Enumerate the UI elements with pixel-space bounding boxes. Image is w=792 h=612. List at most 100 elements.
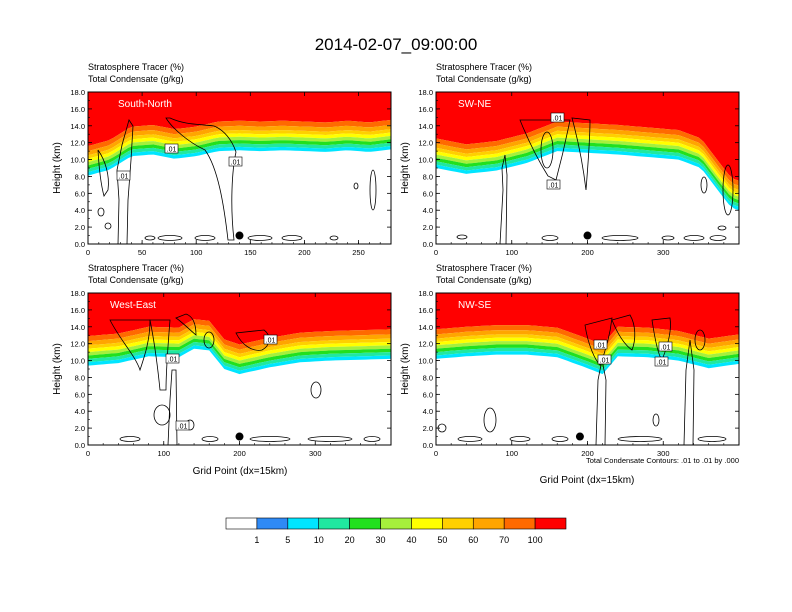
condensate-contour xyxy=(149,319,171,391)
panel-title-line-1: Stratosphere Tracer (%) xyxy=(436,62,532,72)
tracer-band xyxy=(88,132,391,163)
colorbar-label: 30 xyxy=(376,535,386,545)
colorbar-label: 20 xyxy=(345,535,355,545)
condensate-contour xyxy=(307,436,353,442)
tracer-band xyxy=(436,141,739,204)
colorbar: 1 5 10 20 30 40 50 60 70 100 xyxy=(225,517,567,545)
colorbar-box xyxy=(318,517,350,530)
x-tick-label: 100 xyxy=(190,248,203,257)
condensate-contour xyxy=(456,234,468,240)
contour-label-group: .01 .01 .01 xyxy=(165,334,278,431)
tracer-band xyxy=(88,335,391,364)
x-tick-label: 50 xyxy=(138,248,146,257)
contour-label: .01 xyxy=(178,424,188,431)
colorbar-box xyxy=(534,517,567,530)
condensate-contour xyxy=(584,317,613,366)
tracer-band xyxy=(88,119,391,152)
condensate-contour xyxy=(617,436,663,442)
tracer-band xyxy=(436,325,739,350)
x-tick-label: 100 xyxy=(505,449,518,458)
colorbar-label: 40 xyxy=(406,535,416,545)
colorbar-box xyxy=(442,517,474,530)
condensate-contour xyxy=(700,176,708,194)
tracer-band xyxy=(88,319,391,350)
condensate-contour xyxy=(153,404,171,426)
condensate-contours xyxy=(109,313,381,445)
contour-label: .01 xyxy=(266,338,276,345)
tracer-band xyxy=(436,347,739,371)
contour-label: .01 xyxy=(168,357,178,364)
y-axis-label: Height (km) xyxy=(52,142,63,194)
condensate-contour xyxy=(116,119,134,244)
contour-label-group: .01 .01 .01 xyxy=(116,143,243,181)
condensate-contour xyxy=(457,436,483,442)
panel-title-line-1: Stratosphere Tracer (%) xyxy=(436,263,532,273)
condensate-contour xyxy=(203,331,215,349)
y-tick-label: 12.0 xyxy=(70,139,85,148)
condensate-contour xyxy=(369,169,377,211)
tracer-band xyxy=(436,293,739,345)
colorbar-label: 5 xyxy=(285,535,290,545)
condensate-contour xyxy=(194,235,216,241)
condensate-contour xyxy=(540,131,554,169)
colorbar-label: 100 xyxy=(528,535,543,545)
y-tick-label: 16.0 xyxy=(70,105,85,114)
y-tick-label: 8.0 xyxy=(423,373,433,382)
condensate-contour xyxy=(611,314,636,351)
contour-label: .01 xyxy=(657,360,667,367)
condensate-contour xyxy=(722,164,734,216)
colorbar-label: 70 xyxy=(499,535,509,545)
condensate-contour xyxy=(363,436,381,442)
condensate-contour xyxy=(683,235,705,241)
colorbar-box xyxy=(472,517,505,530)
colorbar-box xyxy=(349,517,381,530)
tracer-band xyxy=(88,142,391,173)
x-tick-label: 0 xyxy=(86,449,90,458)
y-tick-label: 6.0 xyxy=(423,189,433,198)
condensate-contour xyxy=(551,436,569,442)
y-tick-label: 2.0 xyxy=(423,424,433,433)
x-tick-label: 300 xyxy=(309,449,322,458)
condensate-contour xyxy=(201,436,219,442)
condensate-contour xyxy=(167,369,178,445)
contour-label: .01 xyxy=(119,174,129,181)
y-tick-label: 2.0 xyxy=(75,424,85,433)
colorbar-label: 10 xyxy=(314,535,324,545)
y-tick-label: 0.0 xyxy=(75,240,85,249)
y-tick-label: 10.0 xyxy=(70,357,85,366)
tracer-band xyxy=(88,342,391,371)
contour-label: .01 xyxy=(600,358,610,365)
condensate-contour xyxy=(353,182,359,190)
y-tick-label: 14.0 xyxy=(418,323,433,332)
x-tick-label: 100 xyxy=(157,449,170,458)
x-axis: 0 100 200 300 xyxy=(434,293,740,458)
tracer-band xyxy=(88,345,391,375)
y-tick-label: 12.0 xyxy=(418,340,433,349)
condensate-contour xyxy=(483,407,497,433)
x-tick-label: 0 xyxy=(434,248,438,257)
condensate-contour xyxy=(329,235,339,241)
tracer-band xyxy=(88,139,391,169)
y-tick-label: 18.0 xyxy=(418,88,433,97)
y-tick-label: 8.0 xyxy=(75,172,85,181)
y-axis-label: Height (km) xyxy=(400,343,411,395)
y-tick-label: 6.0 xyxy=(423,390,433,399)
colorbar-box xyxy=(287,517,320,530)
panel-sw-ne: Stratosphere Tracer (%) Total Condensate… xyxy=(400,62,740,257)
panel-title-line-1: Stratosphere Tracer (%) xyxy=(88,263,184,273)
contour-label: .01 xyxy=(167,147,177,154)
tracer-band xyxy=(88,324,391,354)
panel-label: South-North xyxy=(118,99,172,110)
x-axis: 0 100 200 300 xyxy=(86,293,392,458)
location-marker xyxy=(235,432,244,441)
tracer-band xyxy=(88,146,391,176)
tracer-band xyxy=(436,137,739,201)
contour-label: .01 xyxy=(549,183,559,190)
x-tick-label: 100 xyxy=(505,248,518,257)
contour-label: .01 xyxy=(596,343,606,350)
tracer-field xyxy=(88,92,391,176)
y-tick-label: 8.0 xyxy=(75,373,85,382)
plot-area: .01 .01 .01 .01 NW-SE xyxy=(436,293,739,445)
x-tick-label: 200 xyxy=(581,449,594,458)
x-tick-label: 200 xyxy=(581,248,594,257)
